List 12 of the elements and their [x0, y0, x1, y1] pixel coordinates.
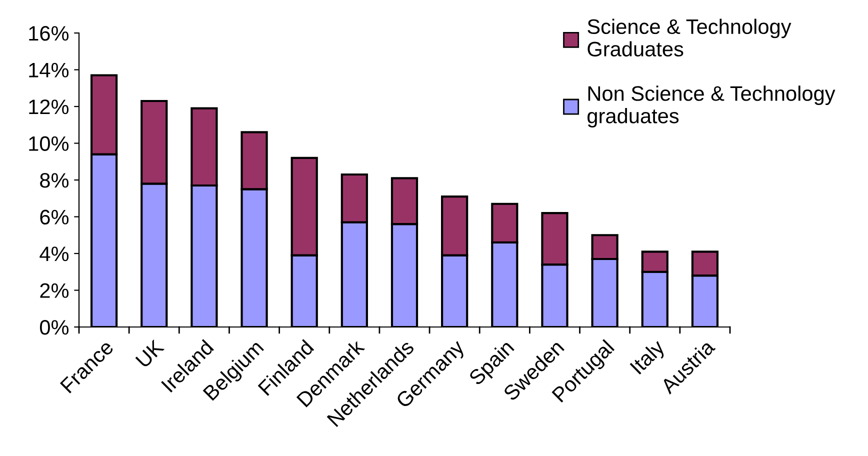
y-tick-label: 6%: [40, 210, 69, 225]
y-tick-label: 0%: [40, 320, 69, 335]
y-tick-label: 16%: [29, 26, 69, 41]
y-tick-label: 4%: [40, 246, 69, 262]
y-tick-label: 12%: [29, 100, 69, 114]
x-tick-label: Italy: [629, 338, 669, 378]
y-tick-label: 10%: [29, 136, 69, 152]
legend-label: Science & Technology Graduates: [588, 18, 792, 56]
legend-label: Non Science & Technology graduates: [588, 86, 836, 128]
y-tick-label: 14%: [29, 62, 69, 78]
y-tick-label: 8%: [40, 173, 69, 188]
y-tick-label: 2%: [40, 283, 69, 298]
